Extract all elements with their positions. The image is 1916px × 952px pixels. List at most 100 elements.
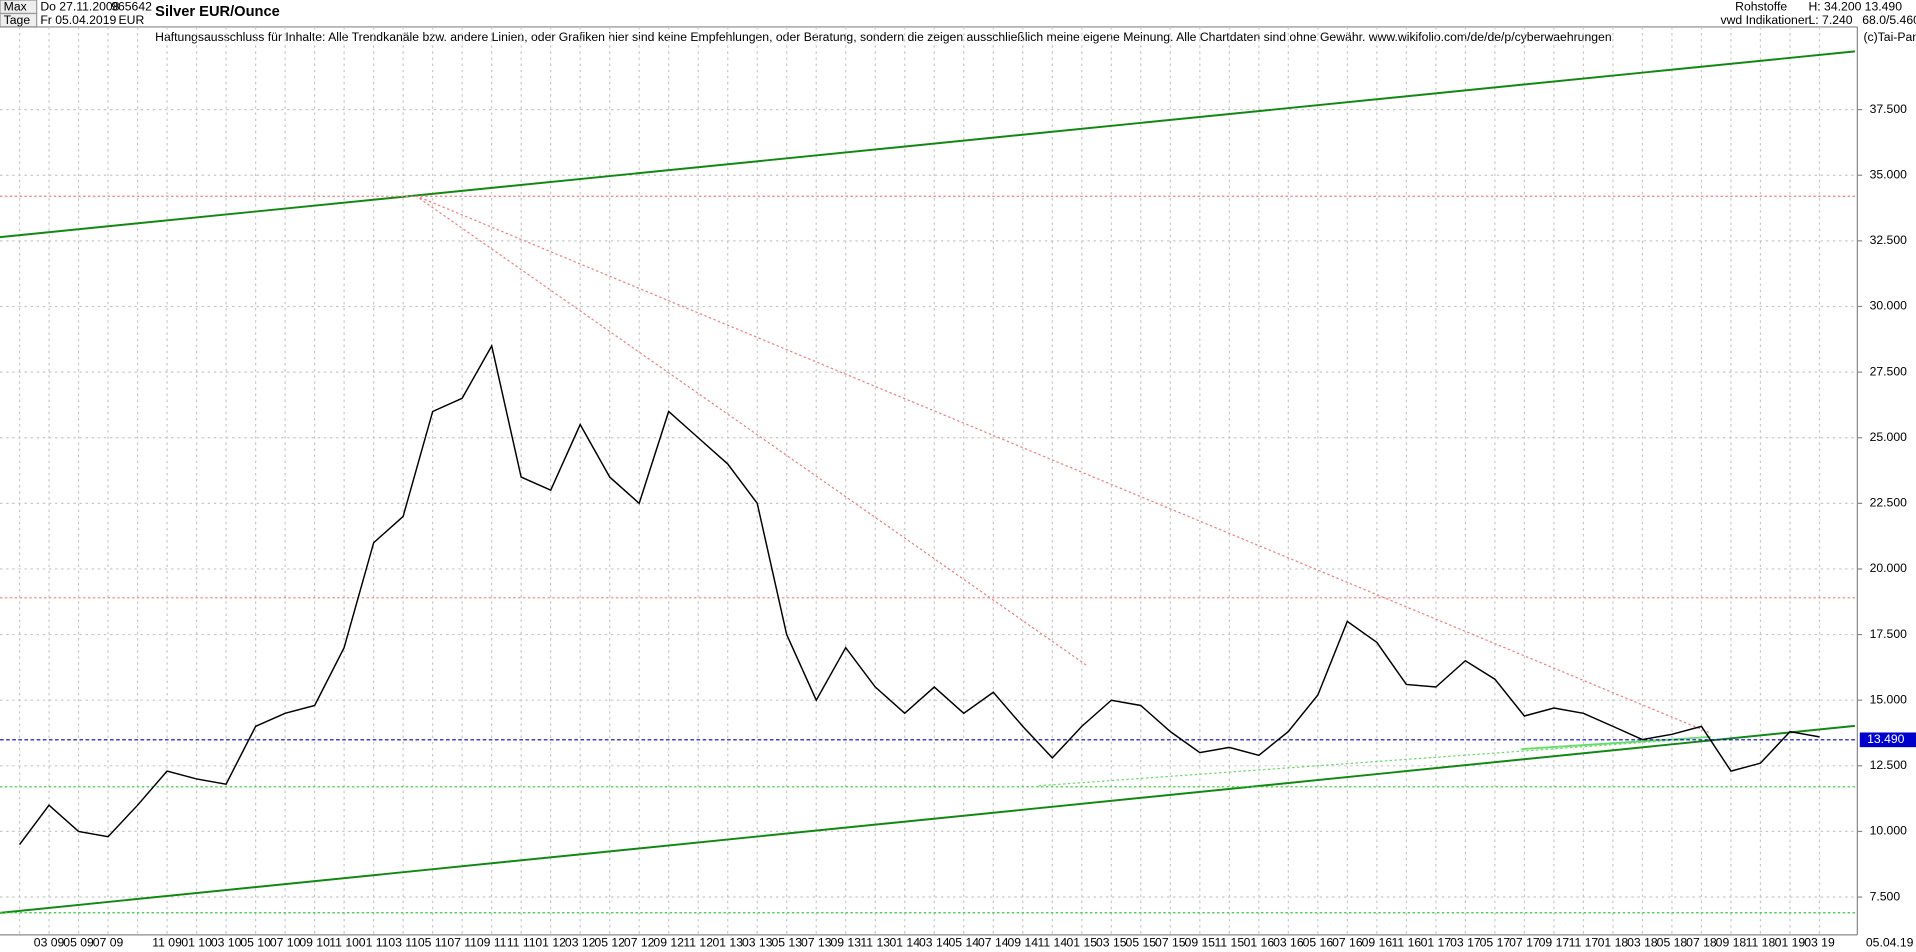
trendline bbox=[1521, 735, 1711, 751]
x-tick-label: 11 16 bbox=[1392, 936, 1422, 950]
overlay bbox=[0, 50, 1856, 914]
x-tick-label: 11 12 bbox=[683, 936, 713, 950]
y-tick-label: 17.500 bbox=[1870, 627, 1908, 641]
x-tick-label: 03 12 bbox=[565, 936, 596, 950]
x-tick-label: 01 19 bbox=[1775, 936, 1806, 950]
x-tick-label: 05 15 bbox=[1126, 936, 1157, 950]
x-tick-label: 01 11 bbox=[359, 936, 389, 950]
range[interactable]: Max bbox=[4, 0, 27, 14]
x-tick-label: 09 16 bbox=[1362, 936, 1393, 950]
x-tick-label: 01 12 bbox=[535, 936, 566, 950]
x-tick-label: 05 16 bbox=[1303, 936, 1334, 950]
x-tick-label: 05 09 bbox=[63, 936, 94, 950]
group: Rohstoffe bbox=[1735, 0, 1787, 14]
y-tick-label: 7.500 bbox=[1870, 889, 1901, 903]
currency: EUR bbox=[119, 13, 145, 27]
x-tick-label: 05 17 bbox=[1480, 936, 1511, 950]
y-tick-label: 30.000 bbox=[1870, 299, 1908, 313]
high: H: 34.200 bbox=[1808, 0, 1861, 14]
x-tick-label: 01 17 bbox=[1421, 936, 1452, 950]
x-tick-label: 09 12 bbox=[653, 936, 684, 950]
copyright: (c)Tai-Pan bbox=[1863, 30, 1916, 44]
x-tick-label: 07 13 bbox=[801, 936, 832, 950]
x-tick-label: 11 13 bbox=[860, 936, 890, 950]
x-tick-label: 09 11 bbox=[477, 936, 507, 950]
x-tick-label: 01 18 bbox=[1598, 936, 1629, 950]
y-tick-label: 25.000 bbox=[1870, 430, 1908, 444]
x-tick-label: 03 18 bbox=[1627, 936, 1658, 950]
low: L: 7.240 bbox=[1808, 13, 1852, 27]
x-tick-label: 11 15 bbox=[1215, 936, 1245, 950]
x-tick-label: 07 10 bbox=[270, 936, 301, 950]
x-tick-label: 07 16 bbox=[1332, 936, 1363, 950]
period[interactable]: Tage bbox=[4, 13, 31, 27]
y-tick-label: 27.500 bbox=[1870, 364, 1908, 378]
x-tick-label: 03 11 bbox=[388, 936, 418, 950]
date-label: 05.04.19 bbox=[1866, 936, 1914, 950]
end-date: Fr 05.04.2019 bbox=[40, 13, 116, 27]
x-tick-label: 01 13 bbox=[712, 936, 743, 950]
id: 965642 bbox=[111, 0, 152, 14]
x-tick-label: 03 10 bbox=[211, 936, 242, 950]
x-tick-label: 03 15 bbox=[1096, 936, 1127, 950]
x-tick-label: 03 13 bbox=[742, 936, 773, 950]
y-tick-label: 35.000 bbox=[1870, 167, 1908, 181]
x-tick-label: 11 14 bbox=[1037, 936, 1067, 950]
x-tick-label: 11 17 bbox=[1569, 936, 1599, 950]
start-date: Do 27.11.2008 bbox=[40, 0, 119, 14]
y-tick-label: 10.000 bbox=[1870, 824, 1908, 838]
x-tick-label: 09 14 bbox=[1008, 936, 1039, 950]
price-line bbox=[18, 343, 1820, 845]
x-tick-label: 11 09 bbox=[152, 936, 182, 950]
x-tick-label: 07 14 bbox=[978, 936, 1009, 950]
ratio: 68.0/5.460 bbox=[1862, 13, 1916, 27]
trendline bbox=[0, 50, 1856, 239]
last-price-label: 13.490 bbox=[1867, 732, 1905, 746]
x-tick-label: 05 18 bbox=[1657, 936, 1688, 950]
x-tick-label: 03 09 bbox=[34, 936, 65, 950]
x-tick-label: 03 19 bbox=[1804, 936, 1835, 950]
x-tick-label: 05 13 bbox=[771, 936, 802, 950]
x-tick-label: 03 14 bbox=[919, 936, 950, 950]
y-tick-label: 22.500 bbox=[1870, 496, 1908, 510]
y-tick-label: 32.500 bbox=[1870, 233, 1908, 247]
last: 13.490 bbox=[1865, 0, 1903, 14]
x-tick-label: 11 11 bbox=[507, 936, 536, 950]
trendline bbox=[415, 195, 1711, 734]
x-tick-label: 01 10 bbox=[181, 936, 212, 950]
x-tick-label: 09 13 bbox=[830, 936, 861, 950]
disclaimer: Haftungsausschluss für Inhalte: Alle Tre… bbox=[155, 30, 1611, 44]
x-tick-label: 03 17 bbox=[1450, 936, 1481, 950]
x-tick-label: 01 15 bbox=[1067, 936, 1098, 950]
trendline bbox=[1038, 738, 1687, 787]
chart-title: Silver EUR/Ounce bbox=[155, 4, 280, 20]
x-tick-label: 07 15 bbox=[1155, 936, 1186, 950]
trendline bbox=[0, 724, 1856, 914]
x-tick-label: 09 18 bbox=[1716, 936, 1747, 950]
x-tick-label: 09 17 bbox=[1539, 936, 1570, 950]
y-tick-label: 12.500 bbox=[1870, 758, 1908, 772]
x-tick-label: 01 14 bbox=[889, 936, 920, 950]
x-tick-label: 11 10 bbox=[329, 936, 359, 950]
source: vwd Indikationen bbox=[1720, 13, 1811, 27]
x-tick-label: 05 12 bbox=[594, 936, 625, 950]
x-tick-label: 05 14 bbox=[948, 936, 979, 950]
x-tick-label: 07 17 bbox=[1509, 936, 1540, 950]
grid bbox=[0, 26, 1858, 935]
x-tick-label: 09 15 bbox=[1185, 936, 1216, 950]
x-tick-label: 11 18 bbox=[1746, 936, 1776, 950]
x-tick-label: 07 09 bbox=[93, 936, 124, 950]
x-tick-label: 05 11 bbox=[418, 936, 448, 950]
x-tick-label: 09 10 bbox=[299, 936, 330, 950]
x-tick-label: 05 10 bbox=[240, 936, 271, 950]
last-price-box bbox=[1859, 732, 1916, 748]
y-tick-label: 15.000 bbox=[1870, 692, 1908, 706]
x-tick-label: 01 16 bbox=[1244, 936, 1275, 950]
x-tick-label: 03 16 bbox=[1273, 936, 1304, 950]
y-tick-label: 20.000 bbox=[1870, 561, 1908, 575]
x-tick-label: 07 12 bbox=[624, 936, 655, 950]
y-tick-label: 37.500 bbox=[1870, 102, 1908, 116]
